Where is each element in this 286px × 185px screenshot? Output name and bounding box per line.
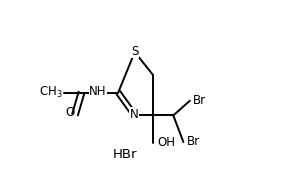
Text: NH: NH xyxy=(89,85,107,98)
Text: CH$_3$: CH$_3$ xyxy=(39,85,62,100)
Text: S: S xyxy=(131,45,138,58)
Text: OH: OH xyxy=(158,136,176,149)
Text: HBr: HBr xyxy=(112,148,137,162)
Text: Br: Br xyxy=(187,135,200,148)
Text: Br: Br xyxy=(193,94,206,107)
Text: O: O xyxy=(66,106,75,119)
Text: N: N xyxy=(130,108,138,121)
